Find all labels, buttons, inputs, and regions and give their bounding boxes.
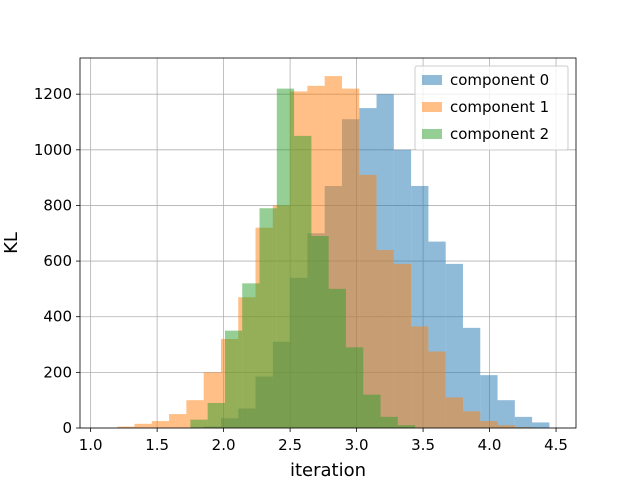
- series-2: [190, 88, 416, 429]
- legend-label: component 2: [450, 125, 549, 143]
- bar: [341, 88, 360, 428]
- x-tick-label: 3.0: [345, 436, 369, 454]
- y-tick-label: 0: [62, 419, 72, 437]
- bar: [294, 135, 312, 429]
- x-tick-label: 2.0: [212, 436, 236, 454]
- bar: [445, 263, 463, 428]
- legend-box: [414, 65, 569, 151]
- bar: [328, 288, 346, 428]
- bar: [380, 416, 398, 428]
- x-tick-label: 4.0: [478, 436, 502, 454]
- bars: [117, 76, 550, 429]
- y-tick-label: 800: [43, 196, 72, 214]
- bar: [311, 236, 329, 428]
- bar: [445, 397, 463, 428]
- x-tick-label: 4.5: [544, 436, 568, 454]
- legend-swatch: [422, 129, 442, 139]
- bar: [393, 263, 412, 428]
- bar: [514, 427, 533, 428]
- bar: [151, 421, 170, 428]
- x-tick-label: 2.5: [278, 436, 302, 454]
- bar: [497, 425, 515, 428]
- bar: [514, 416, 533, 428]
- bar: [345, 347, 364, 428]
- bar: [242, 283, 260, 428]
- y-axis-ticks: 0 200 400 600 800 1000 1200: [34, 85, 80, 437]
- bar: [376, 249, 394, 428]
- bar: [480, 375, 498, 428]
- x-axis-ticks: 1.0 1.5 2.0 2.5 3.0 3.5 4.0 4.5: [79, 428, 568, 454]
- legend: component 0 component 1 component 2: [414, 65, 569, 151]
- bar: [480, 421, 498, 428]
- bar: [134, 423, 152, 428]
- y-tick-label: 600: [43, 252, 72, 270]
- y-tick-label: 200: [43, 363, 72, 381]
- legend-label: component 1: [450, 98, 549, 116]
- y-axis-label: KL: [1, 232, 22, 254]
- x-axis-label: iteration: [290, 460, 366, 480]
- bar: [397, 425, 416, 428]
- bar: [224, 330, 243, 428]
- bar: [462, 327, 481, 428]
- bar: [190, 419, 208, 428]
- x-tick-label: 3.5: [411, 436, 435, 454]
- y-tick-label: 1200: [34, 85, 72, 103]
- bar: [428, 351, 446, 428]
- legend-label: component 0: [450, 71, 549, 89]
- bar: [363, 394, 381, 428]
- bar: [411, 326, 429, 428]
- y-tick-label: 400: [43, 308, 72, 326]
- plot-frame: [79, 57, 577, 429]
- x-tick-label: 1.5: [145, 436, 169, 454]
- bar: [462, 411, 481, 428]
- bar: [532, 422, 550, 428]
- bar: [497, 400, 515, 428]
- bar: [117, 426, 135, 428]
- y-tick-label: 1000: [34, 141, 72, 159]
- legend-swatch: [422, 75, 442, 85]
- legend-swatch: [422, 102, 442, 112]
- bar: [359, 174, 377, 428]
- bar: [207, 402, 225, 428]
- bar: [169, 414, 187, 428]
- bar: [259, 208, 277, 428]
- x-tick-label: 1.0: [79, 436, 103, 454]
- bar: [276, 88, 295, 428]
